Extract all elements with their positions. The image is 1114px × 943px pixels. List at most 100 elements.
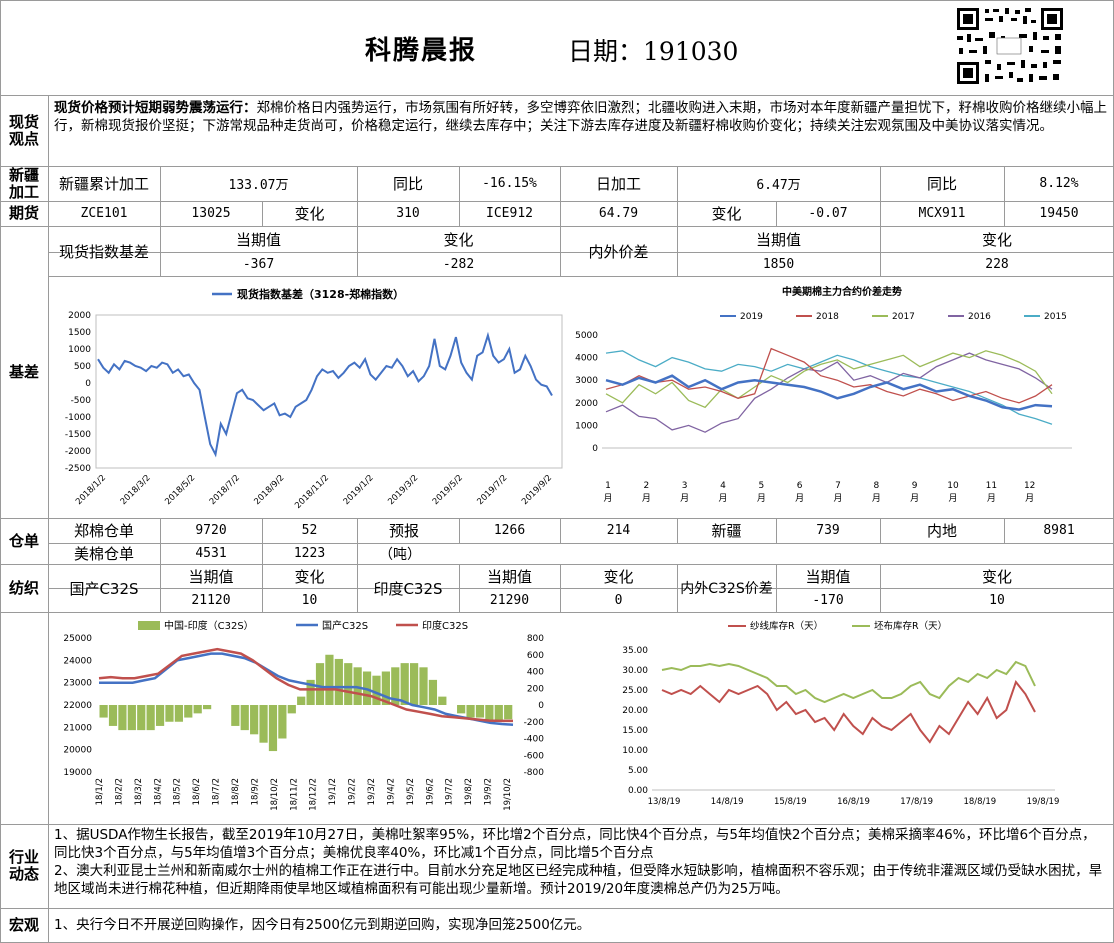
y-tick-label: 20.00 [622,706,648,716]
diff-bar [504,705,513,720]
x-tick-label: 15/8/19 [774,797,807,807]
diff-bar [306,679,315,705]
x-tick-label: 19/8/19 [1027,797,1060,807]
y-right-tick-label: -200 [524,718,545,728]
series-line-2017 [605,350,1053,409]
diff-bar [240,705,249,731]
legend-label: 坯布库存R（天） [874,620,947,632]
domestic-c32s-current-value: 21120 [191,592,231,608]
y-tick-label: -500 [71,396,92,406]
x-tick-label: 3 [682,481,688,491]
y-left-tick-label: 19000 [63,768,92,778]
x-tick-label: 19/4/2 [386,778,396,805]
x-tick-label: 11 [986,481,997,491]
diff-bar [127,705,136,731]
inventory-line [661,660,1036,704]
y-left-tick-label: 22000 [63,701,92,711]
y-tick-label: 15.00 [622,726,648,736]
industry-item-1: 1、据USDA作物生长报告，截至2019年10月27日，美棉吐絮率95%，环比增… [54,827,1096,861]
x-tick-label: 19/2/2 [348,778,358,805]
us-warehouse-value: 4531 [195,546,227,561]
india-c32s-change-header: 变化 [603,567,634,586]
x-tick-unit: 月 [757,493,766,504]
india-c32s-current-header: 当期值 [486,567,532,586]
x-tick-label: 18/4/2 [153,778,163,805]
diff-bar [108,705,118,726]
x-tick-label: 6 [797,481,803,491]
x-tick-label: 8 [873,481,879,491]
x-tick-label: 18/8/2 [231,778,241,805]
x-tick-label: 2019/9/2 [520,473,554,507]
x-tick-label: 13/8/19 [648,797,681,807]
y-tick-label: 0.00 [628,786,648,796]
diff-bar [297,696,306,705]
domestic-c32s-change-header: 变化 [294,567,325,586]
xinjiang-cum-value: 133.07万 [228,178,289,193]
legend-label-domestic: 国产C32S [322,619,368,632]
inland-warehouse-value: 8981 [1043,523,1075,538]
y-left-tick-label: 23000 [63,679,92,689]
diff-bar [438,696,447,705]
inland-warehouse-label: 内地 [926,522,957,540]
x-tick-unit: 月 [987,493,996,504]
x-tick-label: 2018/9/2 [252,473,286,507]
xinjiang-warehouse-label: 新疆 [711,522,742,540]
xinjiang-yoy-label: 同比 [392,175,423,193]
y-tick-label: 500 [74,362,91,372]
inventory-days-chart: 纱线库存R（天） 坯布库存R（天） 35.00 30.00 25.00 20.00 15.0… [622,620,1060,807]
x-tick-label: 18/5/2 [173,778,183,805]
spot-view-headline: 现货价格预计短期弱势震荡运行： [54,100,257,116]
y-left-tick-label: 24000 [63,656,92,666]
c32s-diff-label: 内外C32S价差 [680,581,773,597]
x-tick-label: 19/1/2 [328,778,338,805]
legend-label-diff: 中国-印度（C32S） [164,619,254,632]
x-tick-label: 10 [947,481,959,491]
legend-label-2016: 2016 [968,312,991,322]
spot-view-body: 郑棉价格日内强势运行，市场氛围有所好转，多空博弈依旧激烈；北疆收购进入末期，市场… [54,100,1107,134]
diff-bar [457,705,466,714]
legend-label-2019: 2019 [740,312,763,322]
y-tick-label: 35.00 [622,646,648,656]
futures-ice-change-label: 变化 [711,205,742,223]
x-tick-unit: 月 [718,493,727,504]
x-tick-label: 19/10/2 [503,778,513,811]
basis-current-value: -367 [242,256,275,272]
legend-label-2015: 2015 [1044,312,1067,322]
futures-ice-code: ICE912 [486,206,533,221]
x-tick-label: 2018/1/2 [74,473,108,507]
y-tick-label: 10.00 [622,746,648,756]
x-tick-label: 2018/3/2 [119,473,153,507]
y-right-tick-label: -800 [524,768,545,778]
diff-bar [475,705,485,718]
x-tick-label: 7 [835,481,841,491]
forecast-change: 214 [606,523,631,538]
x-tick-label: 18/10/2 [270,778,280,811]
x-tick-label: 1 [605,481,611,491]
futures-zce-change: 310 [396,206,420,221]
futures-mcx-code: MCX911 [918,206,966,221]
y-right-tick-label: 400 [527,668,544,678]
price-diff-change-header: 变化 [981,230,1012,249]
domestic-c32s-label: 国产C32S [69,579,139,598]
domestic-c32s-change-value: 10 [301,592,318,608]
series-line-2015 [605,350,1053,425]
x-tick-label: 2019/7/2 [475,473,509,507]
x-tick-label: 18/12/2 [309,778,319,811]
diff-bar [184,705,193,718]
futures-zce-price: 13025 [191,206,231,221]
diff-bar [231,705,240,726]
diff-bar [268,705,278,752]
x-tick-label: 2018/7/2 [208,473,242,507]
x-tick-label: 2019/1/2 [342,473,376,507]
diff-bar [203,705,212,710]
series-line-2018 [605,347,1053,404]
y-tick-label: -2500 [65,464,91,474]
industry-item-2: 2、澳大利亚昆士兰州和新南威尔士州的植棉工作正在进行中。目前水分充足地区已经完成… [54,863,1103,897]
y-tick-label: 1500 [68,328,91,338]
section-futures: 期货 [8,204,39,222]
x-tick-label: 2019/3/2 [386,473,420,507]
diff-bar [344,663,353,705]
diff-bar [391,667,400,705]
